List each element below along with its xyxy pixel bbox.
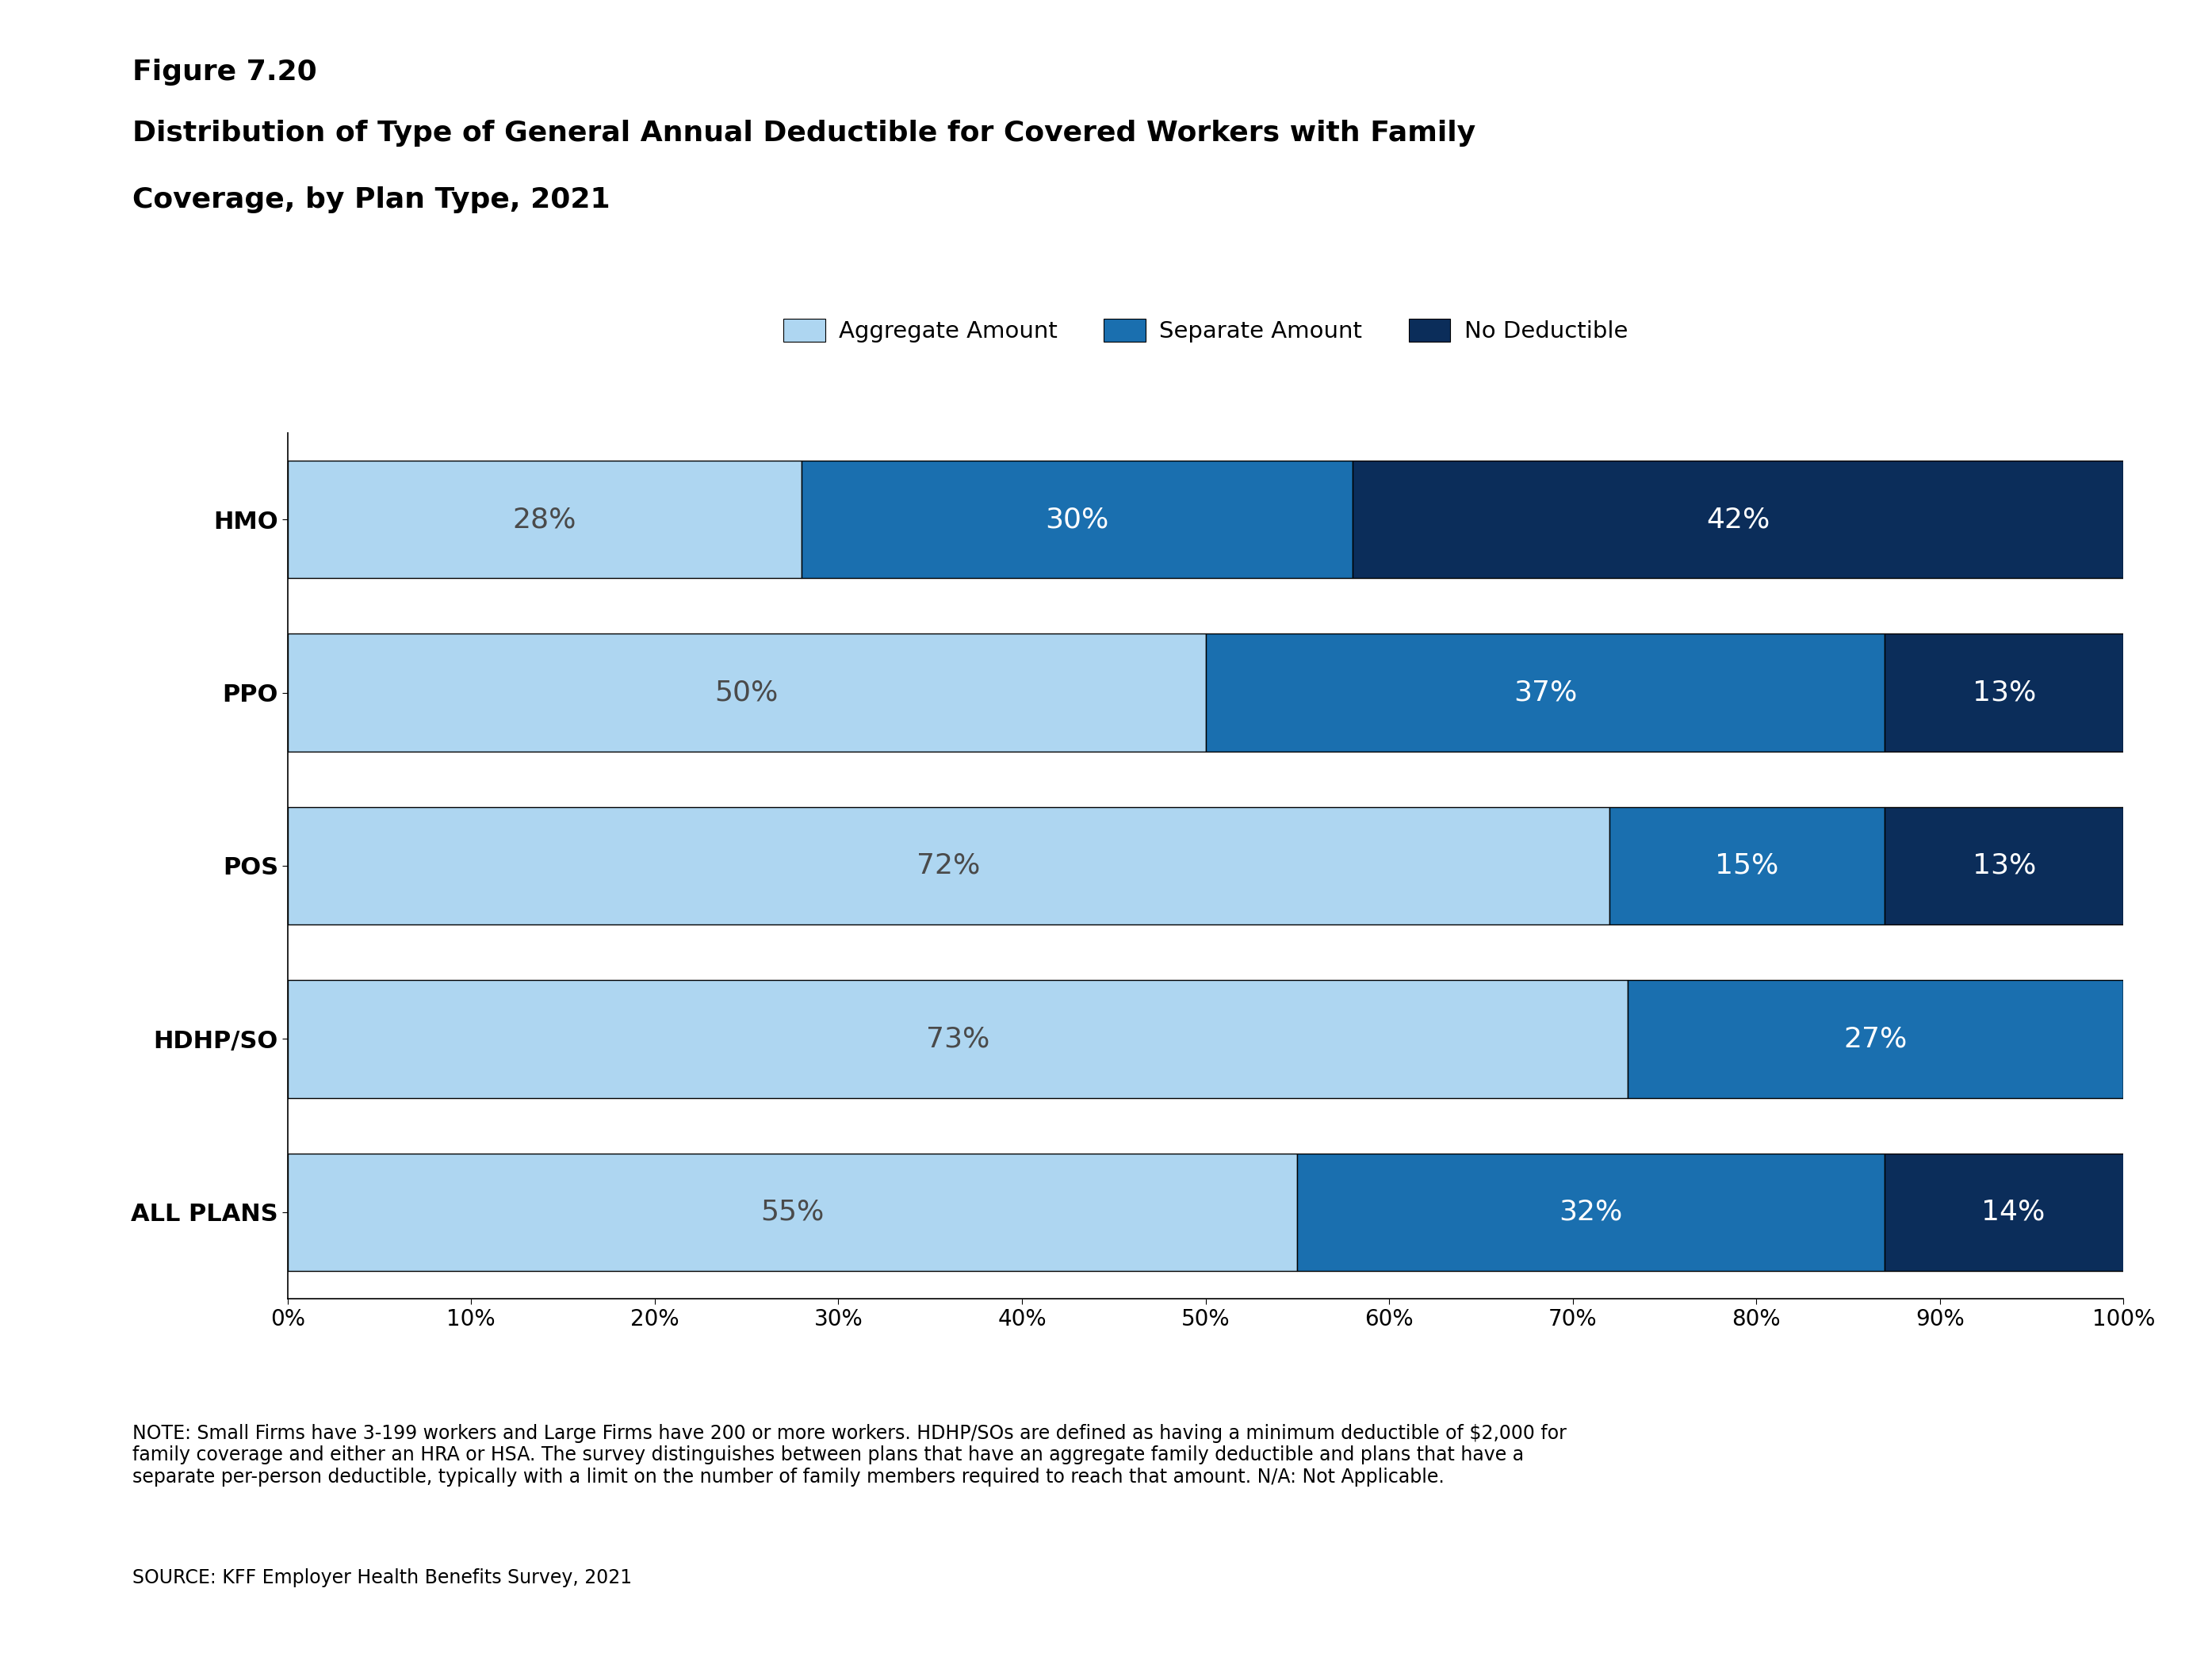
Text: Figure 7.20: Figure 7.20 — [133, 58, 316, 85]
Text: 32%: 32% — [1559, 1199, 1624, 1225]
Bar — [1298, 1154, 1885, 1270]
Bar — [1352, 461, 2124, 578]
Text: 15%: 15% — [1714, 852, 1778, 879]
Text: 55%: 55% — [761, 1199, 825, 1225]
Text: 28%: 28% — [513, 506, 577, 533]
Text: 13%: 13% — [1973, 852, 2035, 879]
Bar — [1885, 1154, 2141, 1270]
Text: 42%: 42% — [1705, 506, 1770, 533]
Text: 27%: 27% — [1845, 1026, 1907, 1052]
Bar — [1885, 808, 2124, 924]
Text: 13%: 13% — [1973, 679, 2035, 706]
Bar — [288, 634, 1206, 751]
Text: 72%: 72% — [916, 852, 980, 879]
Text: Distribution of Type of General Annual Deductible for Covered Workers with Famil: Distribution of Type of General Annual D… — [133, 120, 1475, 147]
Text: NOTE: Small Firms have 3-199 workers and Large Firms have 200 or more workers. H: NOTE: Small Firms have 3-199 workers and… — [133, 1424, 1566, 1487]
Text: 73%: 73% — [927, 1026, 989, 1052]
Bar — [1885, 634, 2124, 751]
Bar — [1628, 981, 2124, 1097]
Text: SOURCE: KFF Employer Health Benefits Survey, 2021: SOURCE: KFF Employer Health Benefits Sur… — [133, 1568, 633, 1587]
Legend: Aggregate Amount, Separate Amount, No Deductible: Aggregate Amount, Separate Amount, No De… — [774, 310, 1637, 351]
Bar — [288, 808, 1610, 924]
Bar — [801, 461, 1352, 578]
Text: 50%: 50% — [714, 679, 779, 706]
Text: Coverage, by Plan Type, 2021: Coverage, by Plan Type, 2021 — [133, 186, 611, 213]
Bar — [288, 461, 801, 578]
Text: 14%: 14% — [1982, 1199, 2046, 1225]
Text: 30%: 30% — [1044, 506, 1108, 533]
Bar — [1610, 808, 1885, 924]
Bar — [288, 981, 1628, 1097]
Text: 37%: 37% — [1513, 679, 1577, 706]
Bar — [288, 1154, 1298, 1270]
Bar — [1206, 634, 1885, 751]
